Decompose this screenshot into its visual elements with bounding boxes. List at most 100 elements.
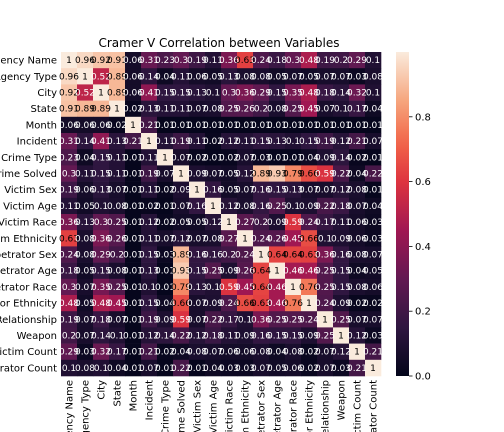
cell-value-label: 0.12 xyxy=(171,234,191,244)
cell-value-label: 0.25 xyxy=(283,315,303,325)
cell-value-label: 0.93 xyxy=(171,267,191,277)
cell-value-label: 0.06 xyxy=(59,121,79,131)
cell-value-label: 0.08 xyxy=(75,234,95,244)
heatmap-cell xyxy=(141,165,158,182)
heatmap-cell xyxy=(285,181,302,199)
cell-value-label: 0.89 xyxy=(107,72,127,82)
cell-value-label: 0.01 xyxy=(123,170,143,180)
cell-value-label: 0.3 xyxy=(62,170,76,180)
cell-value-label: 0.02 xyxy=(187,153,207,163)
heatmap-cell xyxy=(349,181,366,199)
cell-value-label: 0.08 xyxy=(251,348,271,358)
cell-value-label: 0.1 xyxy=(238,315,252,325)
heatmap-cell xyxy=(269,343,286,361)
cell-value-label: 0.15 xyxy=(91,153,111,163)
cell-value-label: 0.07 xyxy=(155,170,175,180)
cell-value-label: 0.3 xyxy=(286,56,300,66)
cell-value-label: 1 xyxy=(210,202,216,212)
heatmap-cell xyxy=(125,52,142,69)
cell-value-label: 0.11 xyxy=(155,137,175,147)
heatmap-cell xyxy=(157,116,174,134)
cell-value-label: 0.31 xyxy=(139,56,159,66)
cell-value-label: 0.06 xyxy=(123,56,143,66)
cell-value-label: 1 xyxy=(354,348,360,358)
heatmap-cell xyxy=(189,262,206,280)
cell-value-label: 0.15 xyxy=(91,170,111,180)
heatmap-cell xyxy=(173,214,190,231)
cell-value-label: 0.01 xyxy=(123,299,143,309)
cell-value-label: 0.3 xyxy=(94,218,108,228)
heatmap-cell xyxy=(365,343,382,361)
heatmap-cell xyxy=(61,278,78,296)
heatmap-cell xyxy=(269,52,286,69)
cell-value-label: 0.12 xyxy=(187,332,207,342)
cell-value-label: 0.15 xyxy=(171,89,191,99)
cell-value-label: 0.01 xyxy=(283,121,303,131)
cell-value-label: 0.36 xyxy=(59,218,79,228)
cell-value-label: 0.16 xyxy=(187,251,207,261)
column-label: Perpetrator Age xyxy=(273,380,284,432)
heatmap-cell xyxy=(301,116,318,134)
heatmap-cell xyxy=(189,181,206,199)
heatmap-cell xyxy=(333,214,350,231)
cell-value-label: 1 xyxy=(258,251,264,261)
cell-value-label: 0.21 xyxy=(347,364,367,374)
cell-value-label: 0.07 xyxy=(203,170,223,180)
heatmap-cell xyxy=(109,149,126,166)
heatmap-cell xyxy=(141,278,158,296)
heatmap-cell xyxy=(125,149,142,166)
cell-value-label: 0.08 xyxy=(267,105,287,115)
cell-value-label: 0.25 xyxy=(203,267,223,277)
heatmap-cell xyxy=(61,343,78,361)
heatmap-cell xyxy=(125,278,142,296)
cell-value-label: 0.24 xyxy=(299,315,319,325)
heatmap-cell xyxy=(205,359,222,377)
cell-value-label: 0.11 xyxy=(235,137,255,147)
cell-value-label: 0.22 xyxy=(203,315,223,325)
cell-value-label: 0.12 xyxy=(347,332,367,342)
cell-value-label: 0.02 xyxy=(347,153,367,163)
heatmap-cell xyxy=(365,68,382,85)
cell-value-label: 0.21 xyxy=(139,121,159,131)
cell-value-label: 0.11 xyxy=(139,186,159,196)
heatmap-cell xyxy=(237,84,254,101)
row-label: Crime Solved xyxy=(0,169,57,180)
heatmap-cell xyxy=(173,133,190,150)
heatmap-cell xyxy=(77,68,94,85)
heatmap-cell xyxy=(157,100,174,118)
column-labels: Agency Name Agency Type City State Month Inci… xyxy=(65,380,380,432)
heatmap-cell xyxy=(93,359,110,377)
cell-value-label: 0.11 xyxy=(75,170,95,180)
cell-value-label: 0.46 xyxy=(267,299,287,309)
cell-value-label: 0.32 xyxy=(91,348,111,358)
heatmap-cell xyxy=(205,343,222,361)
cell-value-label: 0.15 xyxy=(91,267,111,277)
cell-value-label: 0.05 xyxy=(219,186,239,196)
heatmap-cell xyxy=(109,214,126,231)
cell-value-label: 0.18 xyxy=(315,89,335,99)
heatmap-cell xyxy=(205,295,222,312)
cell-value-label: 0.1 xyxy=(318,234,332,244)
cell-value-label: 0.23 xyxy=(155,56,175,66)
cell-value-label: 1 xyxy=(242,234,248,244)
cell-value-label: 0.08 xyxy=(107,267,127,277)
cell-value-label: 0.07 xyxy=(155,234,175,244)
heatmap-cell xyxy=(285,311,302,328)
cell-value-label: 0.25 xyxy=(107,218,127,228)
cell-value-label: 0.2 xyxy=(110,251,124,261)
heatmap-cell xyxy=(333,68,350,85)
heatmap-cell xyxy=(125,246,142,263)
heatmap-cell xyxy=(93,197,110,215)
cell-value-label: 0.1 xyxy=(286,137,300,147)
heatmap-cell xyxy=(61,133,78,150)
heatmap-cell xyxy=(333,133,350,150)
column-label: Victim Count xyxy=(353,380,364,432)
heatmap-cell xyxy=(157,311,174,328)
cell-value-label: 0.21 xyxy=(139,348,159,358)
heatmap-cell xyxy=(125,359,142,377)
heatmap-cell xyxy=(77,214,94,231)
cell-value-label: 0.01 xyxy=(363,186,383,196)
cell-value-label: 0.06 xyxy=(123,72,143,82)
heatmap-cell xyxy=(237,327,254,344)
heatmap-cell xyxy=(77,262,94,280)
